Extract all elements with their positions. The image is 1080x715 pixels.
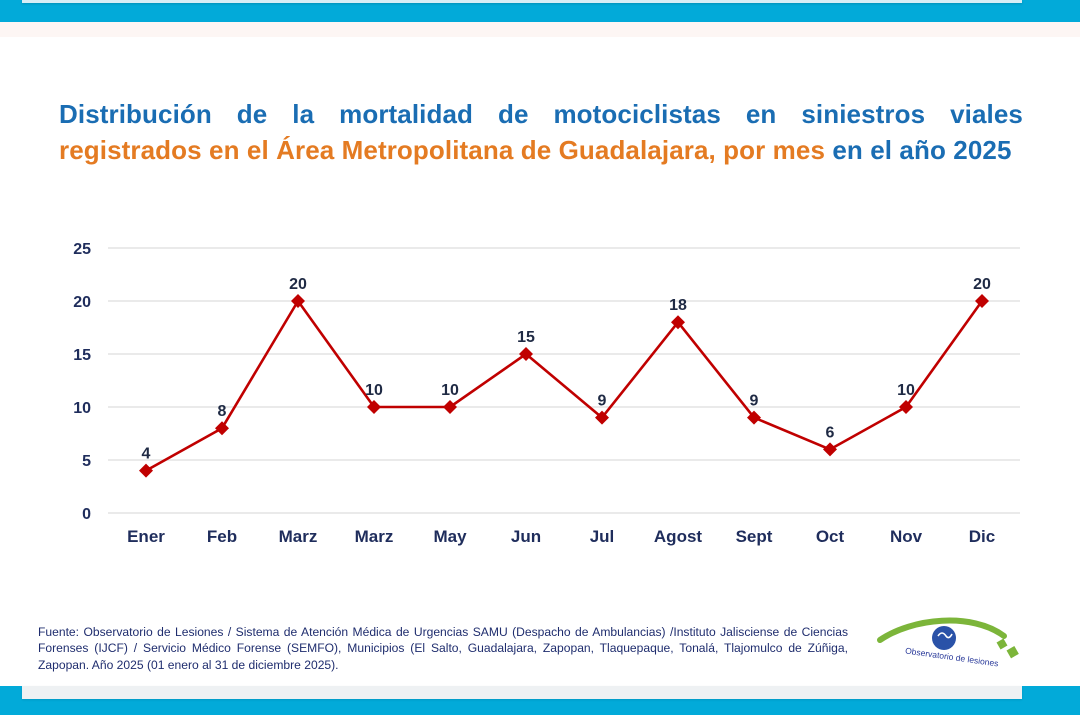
data-label: 4	[142, 446, 151, 463]
y-tick-label: 10	[73, 400, 91, 417]
y-tick-label: 25	[73, 241, 91, 258]
bottom-banner-highlight	[22, 686, 1022, 699]
data-point-marker	[747, 410, 761, 425]
data-label: 10	[441, 382, 459, 399]
x-tick-label: Oct	[816, 527, 845, 546]
data-point-marker	[367, 400, 381, 414]
x-tick-label: Marz	[279, 527, 318, 546]
title-part-3: en el año 2025	[825, 135, 1012, 165]
data-label: 20	[289, 276, 307, 293]
y-tick-label: 15	[73, 347, 91, 364]
x-tick-label: Nov	[890, 527, 923, 546]
series-line	[145, 299, 984, 472]
x-tick-label: Jul	[590, 527, 615, 546]
data-label: 20	[973, 276, 991, 293]
top-banner	[0, 0, 1080, 22]
top-banner-highlight	[22, 0, 1022, 3]
x-tick-label: Feb	[207, 527, 237, 546]
data-point-marker	[139, 463, 153, 478]
y-tick-label: 5	[82, 453, 91, 470]
line-chart: 0 5 10 15 20 25 Ener Feb Marz Marz May Jun Jul Agost…	[73, 241, 1020, 546]
data-point-marker	[291, 294, 305, 308]
data-point-marker	[975, 294, 989, 308]
data-label: 9	[598, 393, 607, 410]
x-tick-label: Marz	[355, 527, 394, 546]
data-point-marker	[823, 442, 837, 457]
top-strip	[0, 22, 1080, 37]
logo-text: Observatorio de lesiones	[905, 645, 1000, 668]
title-part-2: registrados en el Área Metropolitana de …	[59, 135, 826, 165]
data-point-marker	[443, 400, 457, 414]
data-label: 10	[365, 382, 383, 399]
x-axis-ticks: Ener Feb Marz Marz May Jun Jul Agost Sept Oct Nov D…	[127, 527, 995, 546]
x-tick-label: Jun	[511, 527, 541, 546]
x-tick-label: Agost	[654, 527, 703, 546]
title-part-1: Distribución de la mortalidad de motocic…	[59, 99, 1023, 129]
data-label: 18	[669, 297, 687, 314]
data-label: 15	[517, 329, 535, 346]
chart-title: Distribución de la mortalidad de motocic…	[59, 96, 1023, 168]
eye-logo-icon: Observatorio de lesiones	[877, 617, 1019, 668]
bottom-banner	[0, 686, 1080, 715]
data-label: 6	[826, 424, 835, 441]
data-label: 9	[750, 393, 759, 410]
source-footnote: Fuente: Observatorio de Lesiones / Siste…	[38, 625, 848, 672]
series-markers	[139, 294, 989, 478]
data-point-marker	[595, 410, 609, 425]
data-point-marker	[215, 421, 229, 436]
gridlines	[108, 247, 1020, 514]
x-tick-label: May	[433, 527, 467, 546]
y-axis-ticks: 0 5 10 15 20 25	[73, 241, 91, 523]
data-labels: 4 8 20 10 10 15 9 18 9 6 10 20	[142, 276, 991, 463]
x-tick-label: Dic	[969, 527, 995, 546]
data-label: 10	[897, 382, 915, 399]
y-tick-label: 0	[82, 506, 91, 523]
data-label: 8	[218, 403, 227, 420]
y-tick-label: 20	[73, 294, 91, 311]
x-tick-label: Sept	[736, 527, 773, 546]
data-point-marker	[899, 400, 913, 414]
data-point-marker	[519, 347, 533, 361]
x-tick-label: Ener	[127, 527, 165, 546]
data-point-marker	[671, 315, 685, 330]
